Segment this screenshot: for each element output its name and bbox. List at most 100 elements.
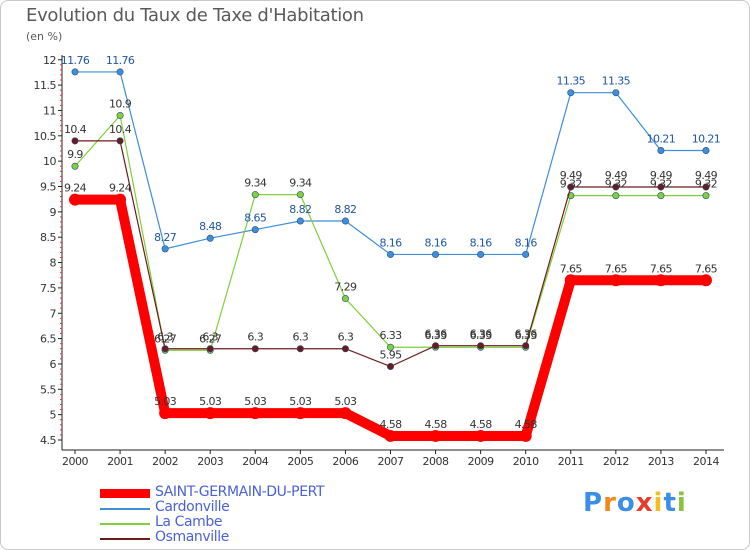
data-point [519, 429, 532, 442]
x-tick-label: 2010 [513, 455, 539, 468]
logo-letter: x [635, 488, 654, 518]
data-label: 8.82 [334, 203, 356, 216]
data-point [384, 429, 397, 442]
data-label: 9.9 [67, 148, 83, 161]
data-point [341, 217, 349, 225]
logo-letter: i [653, 488, 664, 518]
data-label: 10.4 [109, 123, 132, 136]
y-tick-label: 7.5 [40, 282, 56, 295]
data-label: 8.82 [289, 203, 311, 216]
y-tick-label: 11 [43, 104, 56, 117]
data-labels-layer: 9.24 9.24 5.03 5.03 5.03 5.03 5.03 4.58 4.58 4.58… [61, 54, 721, 431]
data-point [296, 217, 304, 225]
x-tick-label: 2004 [242, 455, 268, 468]
data-point [657, 192, 665, 200]
series-line-cardonville [75, 71, 706, 256]
data-point [204, 407, 217, 420]
data-point [251, 191, 259, 199]
data-label: 6.27 [199, 332, 222, 345]
data-point [71, 162, 79, 170]
data-label: 10.9 [109, 98, 132, 111]
data-label: 6.27 [154, 332, 177, 345]
data-point [339, 407, 352, 420]
data-label: 8.16 [379, 236, 402, 249]
data-point [612, 89, 620, 97]
y-tick-label: 9.5 [40, 181, 56, 194]
legend-swatch [100, 538, 150, 540]
logo-letter: t [663, 488, 677, 518]
data-label: 11.76 [61, 54, 90, 67]
y-tick-label: 8.5 [40, 231, 56, 244]
logo-letter: o [616, 488, 636, 518]
data-label: 5.95 [379, 348, 402, 361]
data-point [654, 274, 667, 287]
x-tick-label: 2005 [287, 455, 313, 468]
chart-axes: 4.5 5 5.5 6 6.5 7 7.5 8 8.5 9 9.5 10 10.5 11 11.5 12 200… [34, 54, 724, 468]
data-label: 6.33 [425, 329, 448, 342]
data-label: 9.49 [560, 169, 583, 182]
data-point [699, 274, 712, 287]
x-tick-label: 2012 [603, 455, 629, 468]
data-label: 6.3 [202, 331, 218, 344]
y-tick-label: 5.5 [40, 383, 56, 396]
legend-swatch [100, 523, 150, 525]
data-label: 4.58 [470, 418, 493, 431]
data-label: 7.65 [560, 262, 583, 275]
data-point [161, 245, 169, 253]
y-tick-label: 5 [50, 409, 57, 422]
data-point [612, 183, 620, 191]
legend-swatch [100, 508, 150, 510]
data-label: 6.3 [292, 331, 308, 344]
x-tick-label: 2006 [332, 455, 358, 468]
data-point [702, 192, 710, 200]
chart-unit-label: (en %) [26, 30, 63, 43]
legend-label: La Cambe [155, 514, 223, 530]
data-label: 9.24 [109, 182, 132, 195]
data-point [341, 295, 349, 303]
data-label: 9.32 [605, 178, 627, 191]
x-tick-label: 2011 [558, 455, 584, 468]
data-label: 5.03 [244, 395, 267, 408]
data-point [432, 342, 440, 350]
data-label: 10.21 [647, 133, 676, 146]
data-point [522, 250, 530, 258]
data-point [251, 345, 259, 353]
data-point [609, 274, 622, 287]
x-tick-label: 2003 [197, 455, 223, 468]
data-label: 8.16 [470, 236, 493, 249]
data-label: 6.36 [425, 328, 448, 341]
data-label: 9.24 [64, 182, 87, 195]
data-point [296, 191, 304, 199]
data-label: 6.3 [157, 331, 173, 344]
data-label: 9.34 [244, 177, 267, 190]
data-point [294, 407, 307, 420]
data-point [386, 362, 394, 370]
data-label: 11.35 [602, 75, 631, 88]
data-label: 10.4 [64, 123, 87, 136]
data-point [657, 183, 665, 191]
data-label: 10.21 [692, 133, 721, 146]
x-tick-label: 2014 [693, 455, 719, 468]
data-point [116, 137, 124, 145]
data-label: 7.65 [650, 262, 673, 275]
x-tick-label: 2013 [648, 455, 674, 468]
series-layer [69, 68, 712, 442]
y-tick-label: 9 [50, 206, 57, 219]
data-label: 8.65 [244, 212, 267, 225]
data-point [114, 193, 127, 206]
data-point [477, 250, 485, 258]
logo-letter: r [603, 488, 617, 518]
data-point [296, 345, 304, 353]
data-label: 7.65 [605, 262, 628, 275]
data-point [249, 407, 262, 420]
data-point [564, 274, 577, 287]
data-label: 5.03 [154, 395, 177, 408]
legend-label: Osmanville [155, 529, 229, 545]
data-label: 5.03 [334, 395, 357, 408]
data-label: 9.32 [560, 178, 582, 191]
data-label: 6.33 [379, 329, 402, 342]
data-point [71, 137, 79, 145]
y-tick-label: 10 [43, 155, 56, 168]
data-label: 9.49 [695, 169, 718, 182]
legend-label: Cardonville [155, 499, 230, 515]
